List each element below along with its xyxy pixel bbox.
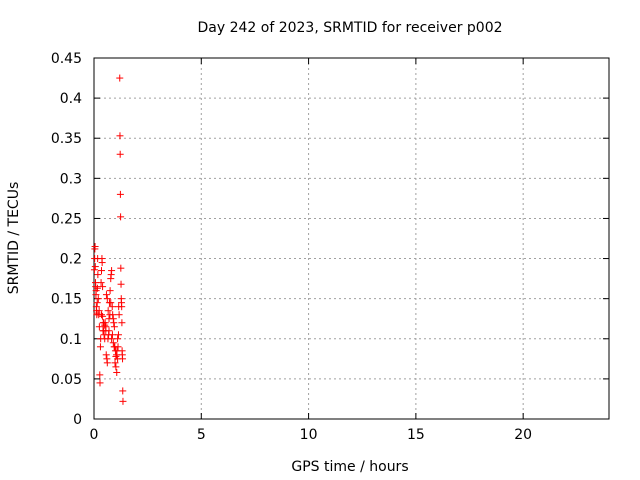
data-point [94, 295, 102, 303]
data-point [98, 259, 106, 267]
axis-ticks [93, 57, 609, 420]
data-point [98, 311, 106, 319]
chart-title: Day 242 of 2023, SRMTID for receiver p00… [197, 20, 502, 36]
data-point [118, 319, 126, 327]
y-tick-labels: 0 0.05 0.1 0.15 0.2 0.25 0.3 0.35 0.4 0.45 [51, 51, 82, 428]
data-point [90, 266, 98, 274]
data-point [95, 307, 103, 315]
data-point [105, 327, 113, 335]
data-point [110, 323, 118, 331]
plot-frame [93, 57, 610, 420]
y-tick-label: 0.45 [51, 51, 82, 67]
data-point [113, 368, 121, 376]
data-point [112, 363, 120, 371]
x-axis-label: GPS time / hours [291, 459, 408, 475]
data-point [114, 335, 122, 343]
data-point [117, 264, 125, 272]
y-tick-label: 0.2 [60, 252, 82, 268]
data-point [97, 279, 105, 287]
data-point [96, 379, 104, 387]
data-point [91, 263, 99, 271]
data-point [96, 343, 104, 351]
data-point [93, 299, 101, 307]
y-tick-label: 0.15 [51, 292, 82, 308]
data-point [94, 271, 102, 279]
data-point [99, 312, 107, 320]
y-tick-label: 0.1 [60, 332, 82, 348]
data-point [106, 287, 114, 295]
data-point [116, 190, 124, 198]
y-tick-label: 0.35 [51, 131, 82, 147]
data-point [115, 311, 123, 319]
x-tick-labels: 0 5 10 15 20 [90, 427, 533, 443]
x-tick-label: 5 [197, 427, 206, 443]
data-point [102, 351, 110, 359]
x-tick-label: 15 [407, 427, 425, 443]
data-point [103, 359, 111, 367]
data-point [119, 387, 127, 395]
data-point [114, 331, 122, 339]
data-point [103, 295, 111, 303]
data-point [102, 291, 110, 299]
data-point [116, 74, 124, 82]
data-point [106, 311, 114, 319]
data-point [111, 359, 119, 367]
y-tick-label: 0.25 [51, 211, 82, 227]
x-tick-label: 20 [514, 427, 532, 443]
data-point [99, 283, 107, 291]
data-point [109, 339, 117, 347]
data-point [108, 303, 116, 311]
data-point [95, 323, 103, 331]
data-point [118, 303, 126, 311]
data-point [93, 284, 101, 292]
x-tick-label: 10 [300, 427, 318, 443]
data-point [119, 397, 127, 405]
y-tick-label: 0 [73, 412, 82, 428]
data-point [108, 331, 116, 339]
data-point [91, 243, 99, 251]
data-point [102, 323, 110, 331]
grid [94, 58, 609, 419]
data-point [116, 132, 124, 140]
data-point [101, 321, 109, 329]
data-point [110, 319, 118, 327]
y-axis-label: SRMTID / TECUs [6, 182, 22, 295]
data-point [98, 267, 106, 275]
y-tick-label: 0.4 [60, 91, 82, 107]
data-point [108, 335, 116, 343]
data-point [117, 280, 125, 288]
data-point [116, 150, 124, 158]
data-point [96, 371, 104, 379]
data-point [117, 213, 125, 221]
y-tick-label: 0.3 [60, 171, 82, 187]
data-points [90, 74, 127, 405]
data-point [104, 307, 112, 315]
data-point [108, 267, 116, 275]
data-point [107, 299, 115, 307]
data-point [105, 315, 113, 323]
data-point [119, 355, 127, 363]
y-tick-label: 0.05 [51, 372, 82, 388]
x-tick-label: 0 [90, 427, 99, 443]
data-point [110, 343, 118, 351]
